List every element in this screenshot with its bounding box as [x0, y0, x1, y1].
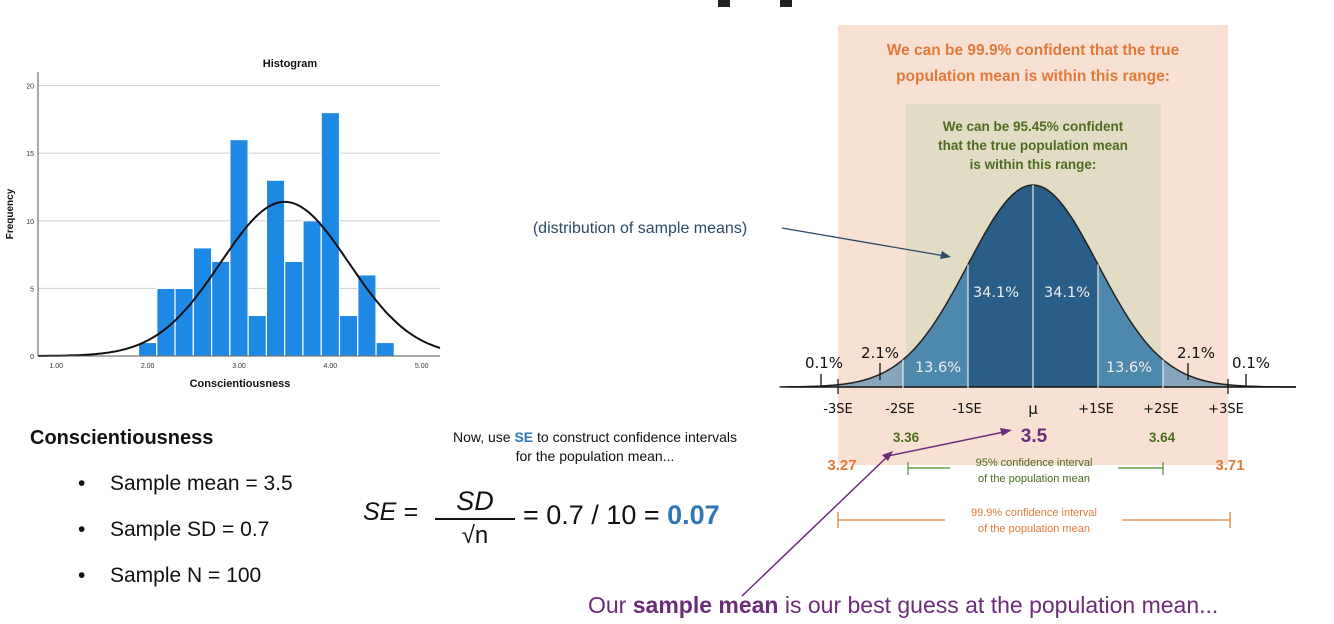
bell-tail-band: [779, 359, 903, 387]
bullet-text: Sample N = 100: [110, 564, 262, 587]
histogram-chart: Histogram 1.00 2.00 3.00 4.00 5.00 05101520 …: [5, 58, 441, 390]
pct-label: 13.6%: [915, 360, 961, 376]
pct-label: 2.1%: [1177, 344, 1215, 362]
list-item: • Sample mean = 3.5: [78, 470, 293, 516]
intro-text: Now, use SE to construct confidence inte…: [400, 428, 790, 466]
axis-label: +1SE: [1078, 402, 1114, 417]
x-tick-label: 4.00: [324, 363, 338, 370]
histogram-title: Histogram: [263, 58, 318, 70]
arrow-head-icon: [1000, 428, 1012, 436]
bullet-dot-icon: •: [78, 564, 86, 587]
axis-label: +2SE: [1143, 402, 1179, 417]
intro-se-highlight: SE: [514, 429, 534, 445]
formula-denominator: √n: [435, 522, 515, 550]
x-tick-label: 5.00: [415, 363, 429, 370]
footer-text: Our: [588, 592, 633, 618]
outer-box-text-line2: population mean is within this range:: [896, 68, 1170, 85]
ci95-label-line1: 95% confidence interval: [976, 457, 1093, 469]
inner-box-text-line3: is within this range:: [970, 157, 1097, 172]
bullet-dot-icon: •: [78, 472, 86, 495]
normal-curve: [38, 200, 441, 357]
axis-label: +3SE: [1208, 402, 1244, 417]
pct-label: 2.1%: [861, 344, 899, 362]
footer-bold: sample mean: [632, 592, 779, 618]
sqrt-icon: √: [461, 521, 475, 549]
formula-numerator: SD: [456, 486, 494, 516]
x-tick-label: 1.00: [49, 363, 63, 370]
distribution-arrow: [781, 227, 946, 257]
list-item: • Sample N = 100: [78, 562, 293, 608]
y-tick-label: 15: [26, 151, 34, 158]
histogram-y-label: Frequency: [5, 188, 16, 239]
intro-text-part: Now, use: [452, 429, 515, 445]
cropped-slide-title: [700, 0, 800, 8]
ci999-upper: 3.71: [1215, 457, 1244, 474]
bullet-text: Sample SD = 0.7: [110, 518, 270, 541]
outer-box-text-line1: We can be 99.9% confident that the true: [887, 42, 1180, 59]
intro-text-part: to construct confidence intervals: [533, 429, 738, 445]
footer-caption: Our sample mean is our best guess at the…: [588, 592, 1218, 619]
arrow-head-icon: [940, 251, 951, 259]
y-tick-label: 20: [26, 84, 34, 91]
ci999-label-line1: 99.9% confidence interval: [971, 507, 1097, 519]
summary-list: • Sample mean = 3.5 • Sample SD = 0.7 • Sam…: [78, 470, 293, 608]
axis-label: -1SE: [952, 402, 981, 417]
ci95-upper: 3.64: [1149, 430, 1176, 445]
y-tick-label: 5: [30, 286, 34, 293]
y-tick-label: 0: [30, 354, 34, 361]
ci999-lower: 3.27: [827, 457, 856, 474]
summary-title: Conscientiousness: [30, 427, 214, 449]
ci95-bracket: [907, 462, 1164, 475]
fraction-line: [435, 518, 515, 520]
mean-value: 3.5: [1021, 426, 1048, 447]
pct-label: 13.6%: [1106, 360, 1152, 376]
axis-label-mu: μ: [1028, 400, 1038, 418]
x-tick-label: 3.00: [232, 363, 246, 370]
pct-label: 34.1%: [1044, 285, 1090, 301]
distribution-label: (distribution of sample means): [533, 220, 747, 237]
axis-label: -3SE: [823, 402, 852, 417]
ci999-bracket: [837, 512, 1231, 528]
inner-box-text-line1: We can be 95.45% confident: [943, 119, 1124, 134]
ci95-label-line2: of the population mean: [978, 473, 1090, 485]
pct-label: 0.1%: [805, 354, 843, 372]
bell-tail-band: [1163, 359, 1287, 387]
inner-box-text-line2: that the true population mean: [938, 138, 1128, 153]
bullet-text: Sample mean = 3.5: [110, 472, 293, 495]
intro-text-line2: for the population mean...: [515, 448, 675, 464]
list-item: • Sample SD = 0.7: [78, 516, 293, 562]
ci95-lower: 3.36: [893, 430, 920, 445]
footer-text: is our best guess at the population mean…: [778, 592, 1219, 618]
y-tick-label: 10: [26, 219, 34, 226]
ci999-label-line2: of the population mean: [978, 523, 1090, 535]
bullet-dot-icon: •: [78, 518, 86, 541]
formula-result: 0.07: [667, 500, 720, 530]
footer-arrow-right: [887, 431, 1005, 457]
pct-label: 0.1%: [1232, 354, 1270, 372]
pct-label: 34.1%: [973, 285, 1019, 301]
formula-rhs-text: = 0.7 / 10 =: [523, 500, 660, 530]
histogram-x-label: Conscientiousness: [190, 378, 291, 390]
formula-fraction: SD √n: [435, 486, 515, 550]
formula-rhs: = 0.7 / 10 = 0.07: [523, 500, 720, 531]
footer-arrow-left: [741, 455, 889, 597]
formula-lhs: SE =: [363, 498, 418, 526]
formula-denominator-n: n: [474, 521, 489, 549]
arrow-head-icon: [882, 451, 893, 461]
x-tick-label: 2.00: [141, 363, 155, 370]
axis-label: -2SE: [885, 402, 914, 417]
